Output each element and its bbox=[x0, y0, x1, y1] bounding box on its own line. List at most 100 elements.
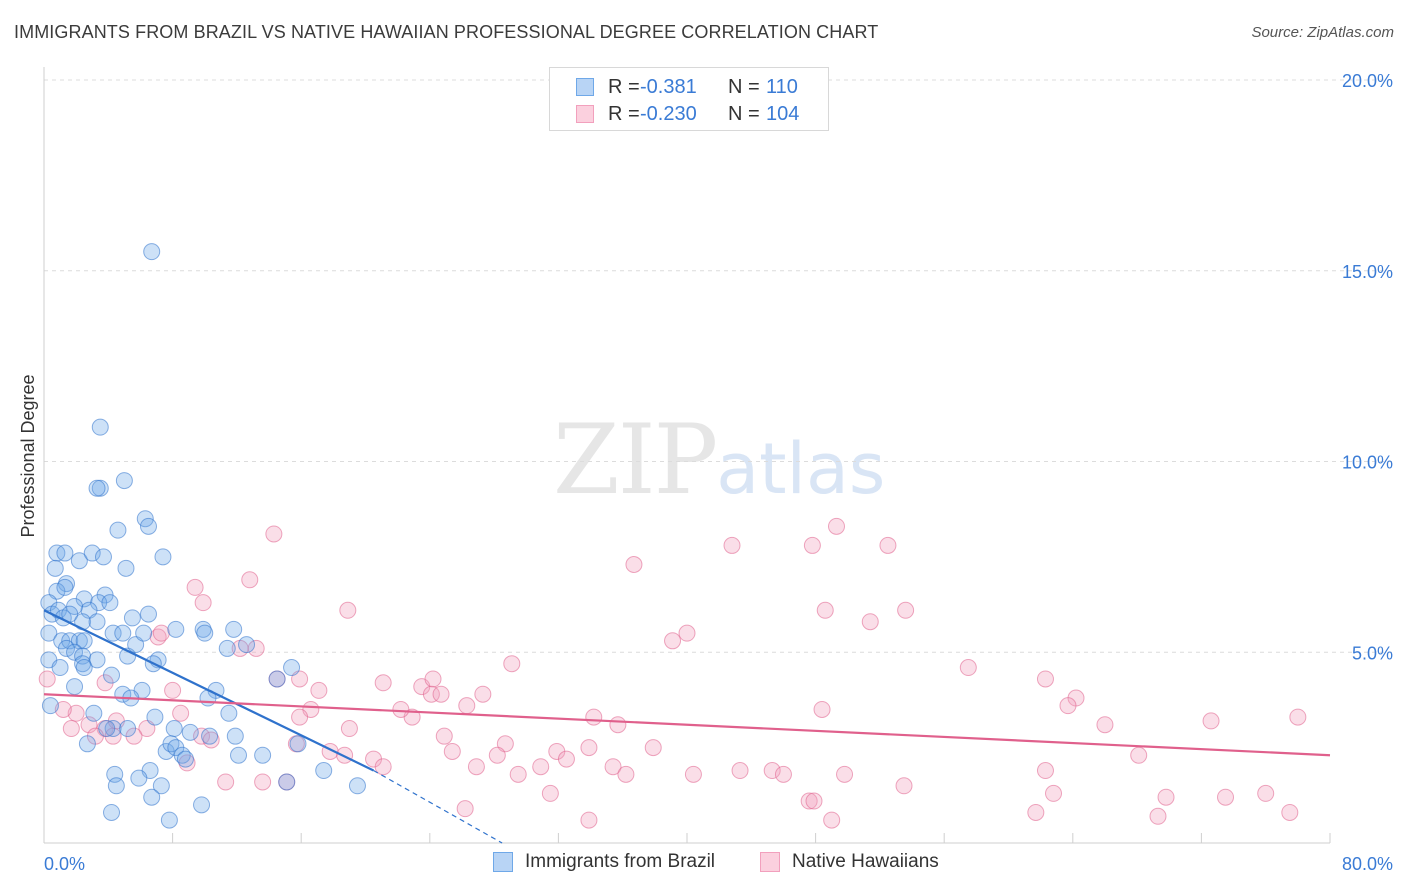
hawaiian-point bbox=[1027, 803, 1045, 821]
hawaiian-point bbox=[503, 655, 521, 673]
hawaiian-point bbox=[422, 685, 440, 703]
hawaiian-point bbox=[172, 704, 190, 722]
hawaiian-point bbox=[1281, 803, 1299, 821]
watermark: ZIPatlas bbox=[553, 404, 885, 516]
hawaiian-point bbox=[1036, 670, 1054, 688]
hawaiian-point bbox=[823, 811, 841, 829]
hawaiian-point bbox=[897, 601, 915, 619]
hawaiian-point bbox=[1202, 712, 1220, 730]
brazil-point bbox=[146, 708, 164, 726]
x-tick-label: 0.0% bbox=[44, 854, 85, 874]
hawaiian-point bbox=[194, 594, 212, 612]
brazil-point bbox=[315, 762, 333, 780]
hawaiian-point bbox=[164, 681, 182, 699]
brazil-point bbox=[107, 777, 125, 795]
hawaiian-point bbox=[1130, 746, 1148, 764]
brazil-point bbox=[109, 521, 127, 539]
x-tick-label: 80.0% bbox=[1342, 854, 1393, 874]
hawaiian-point bbox=[816, 601, 834, 619]
hawaiian-point bbox=[247, 639, 265, 657]
brazil-point bbox=[181, 723, 199, 741]
hawaiian-point bbox=[456, 800, 474, 818]
legend-n-label: N = bbox=[728, 102, 760, 125]
hawaiian-point bbox=[291, 708, 309, 726]
brazil-point bbox=[88, 613, 106, 631]
brazil-point bbox=[268, 670, 286, 688]
hawaiian-point bbox=[805, 792, 823, 810]
hawaiian-point bbox=[731, 762, 749, 780]
brazil-point bbox=[114, 624, 132, 642]
hawaiian-point bbox=[54, 700, 72, 718]
hawaiian-point bbox=[432, 685, 450, 703]
hawaiian-point bbox=[541, 784, 559, 802]
hawaiian-point bbox=[959, 659, 977, 677]
legend-item-brazil[interactable]: Immigrants from Brazil bbox=[493, 851, 715, 873]
hawaiian-point bbox=[186, 578, 204, 596]
brazil-point bbox=[176, 750, 194, 768]
hawaiian-point bbox=[774, 765, 792, 783]
hawaiian-point bbox=[217, 773, 235, 791]
y-tick-label: 5.0% bbox=[1352, 643, 1393, 663]
hawaiian-point bbox=[532, 758, 550, 776]
legend-n-value: 104 bbox=[766, 102, 800, 125]
legend-row-hawaiian: R = -0.230 N = 104 bbox=[550, 101, 799, 127]
hawaiian-point bbox=[62, 720, 80, 738]
hawaiian-point bbox=[424, 670, 442, 688]
hawaiian-point bbox=[67, 704, 85, 722]
brazil-legend-swatch bbox=[493, 852, 513, 872]
brazil-point bbox=[238, 636, 256, 654]
y-axis-title: Professional Degree bbox=[18, 374, 38, 537]
hawaiian-point bbox=[617, 765, 635, 783]
y-tick-label: 10.0% bbox=[1342, 453, 1393, 473]
brazil-point bbox=[58, 639, 76, 657]
brazil-point bbox=[348, 777, 366, 795]
brazil-point bbox=[104, 624, 122, 642]
brazil-point bbox=[152, 777, 170, 795]
brazil-point bbox=[91, 418, 109, 436]
series-legend: Immigrants from Brazil Native Hawaiians bbox=[0, 851, 1406, 879]
legend-item-hawaiian[interactable]: Native Hawaiians bbox=[760, 851, 939, 873]
hawaiian-point bbox=[585, 708, 603, 726]
brazil-point bbox=[226, 727, 244, 745]
brazil-point bbox=[115, 472, 133, 490]
legend-row-brazil: R = -0.381 N = 110 bbox=[550, 74, 798, 100]
brazil-point bbox=[167, 620, 185, 638]
hawaiian-point bbox=[763, 762, 781, 780]
hawaiian-point bbox=[310, 681, 328, 699]
brazil-point bbox=[218, 639, 236, 657]
hawaiian-point bbox=[458, 697, 476, 715]
brazil-point bbox=[143, 788, 161, 806]
hawaiian-point bbox=[265, 525, 283, 543]
brazil-point bbox=[160, 811, 178, 829]
hawaiian-point bbox=[879, 536, 897, 554]
hawaiian-point bbox=[861, 613, 879, 631]
legend-label-brazil: Immigrants from Brazil bbox=[525, 851, 716, 872]
brazil-trend-extension bbox=[373, 769, 503, 844]
hawaiian-point bbox=[392, 700, 410, 718]
hawaiian-point bbox=[813, 700, 831, 718]
brazil-point bbox=[119, 720, 137, 738]
hawaiian-point bbox=[644, 739, 662, 757]
brazil-point bbox=[230, 746, 248, 764]
hawaiian-point bbox=[435, 727, 453, 745]
brazil-point bbox=[83, 544, 101, 562]
brazil-point bbox=[117, 559, 135, 577]
brazil-point bbox=[130, 769, 148, 787]
hawaiian-point bbox=[488, 746, 506, 764]
brazil-swatch bbox=[576, 78, 594, 96]
brazil-point bbox=[104, 720, 122, 738]
hawaiian-point bbox=[557, 750, 575, 768]
hawaiian-point bbox=[803, 536, 821, 554]
brazil-point bbox=[289, 735, 307, 753]
brazil-point bbox=[51, 659, 69, 677]
chart-title: IMMIGRANTS FROM BRAZIL VS NATIVE HAWAIIA… bbox=[14, 22, 879, 42]
hawaiian-legend-swatch bbox=[760, 852, 780, 872]
hawaiian-trend-line bbox=[43, 693, 1331, 757]
brazil-point bbox=[254, 746, 272, 764]
brazil-point bbox=[78, 735, 96, 753]
brazil-trend-line bbox=[43, 609, 375, 772]
legend-r-value: -0.381 bbox=[640, 75, 697, 98]
hawaiian-point bbox=[609, 716, 627, 734]
brazil-point bbox=[201, 727, 219, 745]
brazil-point bbox=[278, 773, 296, 791]
